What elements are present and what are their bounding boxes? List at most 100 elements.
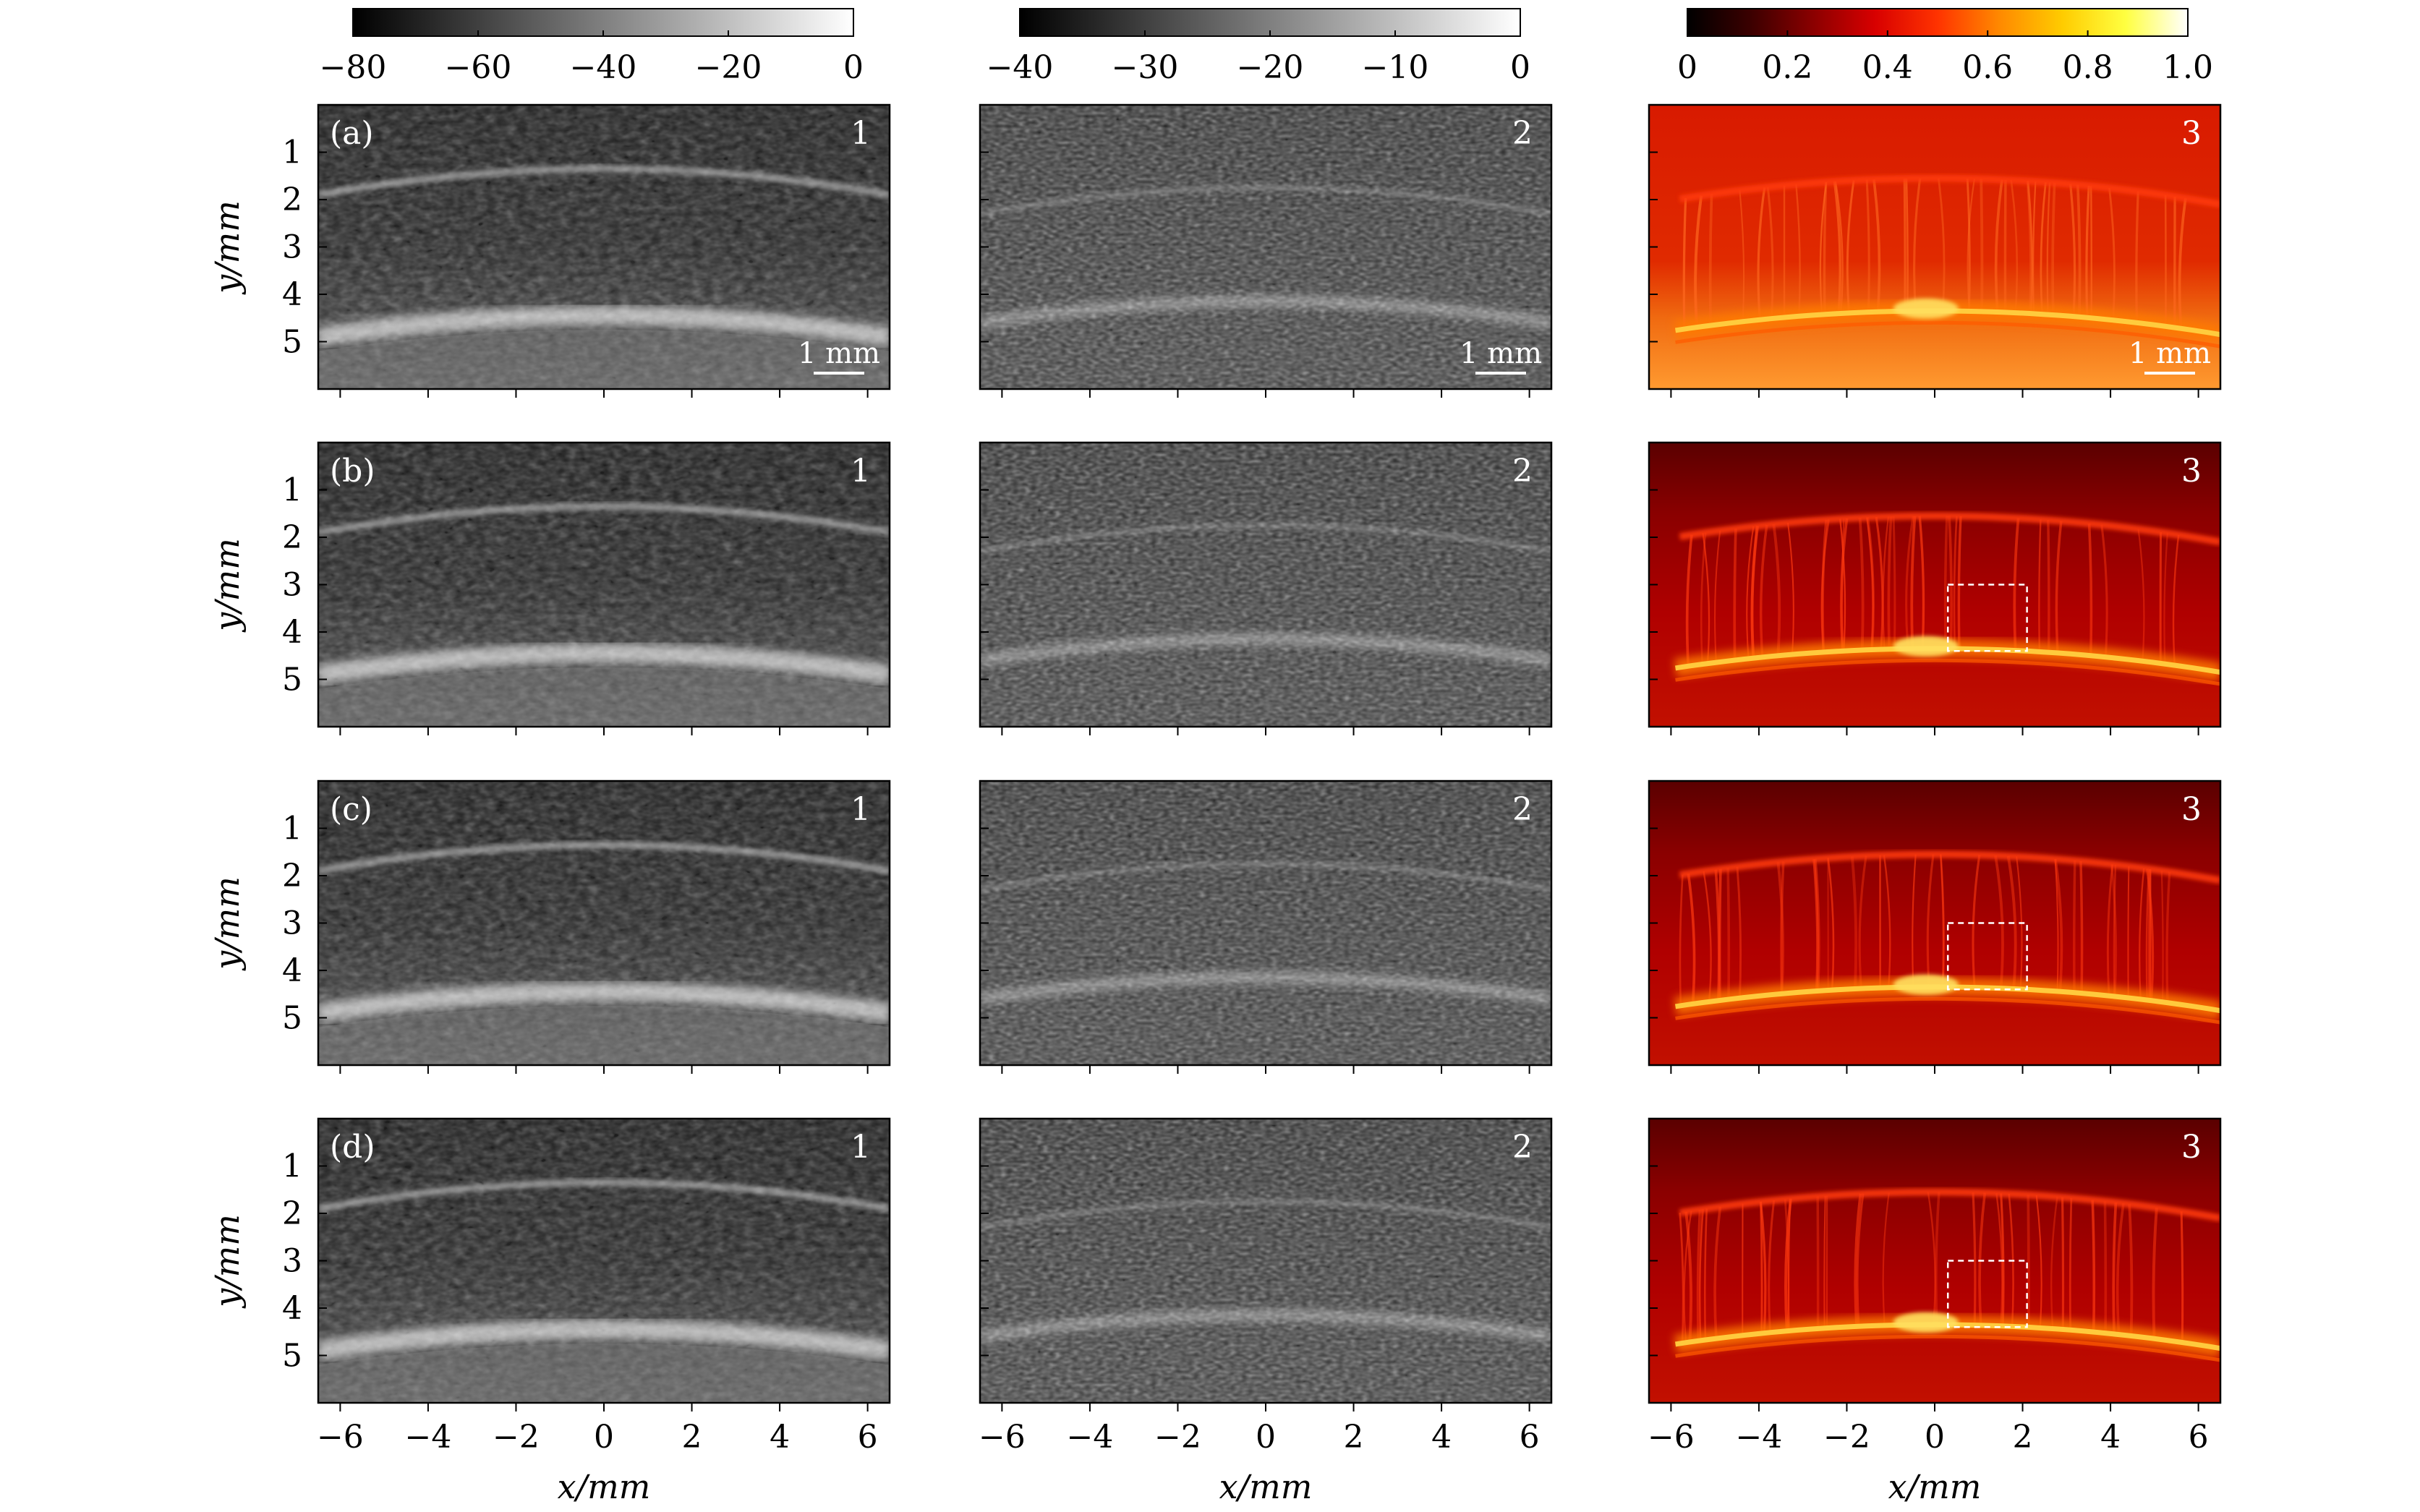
colorbar-tick-label: 0.6 [1962, 49, 2013, 86]
panel-image [980, 443, 1551, 727]
y-axis-label: y/mm [208, 876, 247, 971]
panel-image [1649, 443, 2220, 727]
x-tick-label: −6 [979, 1419, 1026, 1456]
x-axis-label: x/mm [1888, 1467, 1982, 1506]
panel-a-2: 2 1 mm [979, 103, 1553, 398]
column-label: 2 [1512, 453, 1533, 490]
panel-image [318, 1119, 890, 1403]
y-tick-label: 4 [282, 1290, 302, 1327]
y-tick-label: 5 [282, 662, 302, 699]
colorbar-tick-label: 1.0 [2163, 49, 2213, 86]
column-label: 2 [1512, 115, 1533, 152]
scale-bar-label: 1 mm [798, 337, 880, 370]
y-tick-label: 1 [282, 134, 302, 171]
colorbar-tick-label: −60 [445, 49, 512, 86]
x-tick-label: −4 [1735, 1419, 1782, 1456]
row-label: (c) [330, 791, 372, 828]
x-tick-label: 4 [770, 1419, 790, 1456]
colorbar-tick-label: 0.8 [2063, 49, 2113, 86]
column-label: 3 [2181, 115, 2202, 152]
colorbar-3: 0 0.2 0.4 0.6 0.8 1.0 [1677, 8, 2213, 86]
x-tick-label: −6 [1648, 1419, 1695, 1456]
x-tick-label: −4 [404, 1419, 451, 1456]
x-tick-label: 0 [1256, 1419, 1276, 1456]
panel-b-3: 3 [1648, 441, 2222, 735]
row-label: (a) [330, 115, 374, 152]
y-axis-label: y/mm [208, 200, 247, 295]
column-label: 1 [851, 1129, 871, 1166]
y-tick-label: 3 [282, 905, 302, 942]
column-label: 2 [1512, 1129, 1533, 1166]
column-label: 3 [2181, 1129, 2202, 1166]
x-tick-label: 4 [1431, 1419, 1452, 1456]
x-tick-label: 4 [2100, 1419, 2121, 1456]
colorbar-tick-label: −10 [1362, 49, 1429, 86]
y-tick-label: 4 [282, 614, 302, 651]
roi-box [1946, 1260, 2028, 1328]
panel-image [318, 443, 890, 727]
x-tick-label: −2 [1154, 1419, 1201, 1456]
panel-image [1649, 105, 2220, 389]
panel-b-2: 2 [979, 441, 1553, 735]
column-label: 1 [851, 115, 871, 152]
x-tick-label: −2 [1823, 1419, 1870, 1456]
y-axis-label: y/mm [208, 538, 247, 633]
panel-image [318, 781, 890, 1065]
x-axis-label: x/mm [1219, 1467, 1313, 1506]
x-tick-label: 6 [858, 1419, 878, 1456]
y-tick-label: 1 [282, 1148, 302, 1185]
y-axis-label: y/mm [208, 1214, 247, 1309]
colorbar-2: −40 −30 −20 −10 0 [987, 8, 1530, 86]
y-tick-label: 2 [282, 1195, 302, 1232]
panel-c-3: 3 [1648, 780, 2222, 1074]
colorbar-tick-label: −20 [695, 49, 762, 86]
axes-labels: x/mm x/mm x/mm [558, 1467, 1982, 1506]
y-tick-label: 3 [282, 229, 302, 266]
panel-image [1649, 1119, 2220, 1403]
colorbar-group: −80 −60 −40 −20 0 −40 −30 −20 −10 0 0 0.2 0.4 0.6 0.8 1… [320, 8, 2213, 86]
x-tick-label: −4 [1066, 1419, 1113, 1456]
colorbar-1: −80 −60 −40 −20 0 [320, 8, 864, 86]
x-axis-label: x/mm [558, 1467, 651, 1506]
y-tick-label: 2 [282, 181, 302, 218]
x-tick-label: 2 [682, 1419, 702, 1456]
colorbar-tick-label: −30 [1112, 49, 1179, 86]
colorbar-tick-label: 0.2 [1762, 49, 1812, 86]
colorbar-tick-label: 0 [1510, 49, 1530, 86]
row-label: (d) [330, 1129, 375, 1166]
y-tick-label: 4 [282, 276, 302, 313]
panel-d-3: 3 −6 −4 −2 0 2 4 6 [1648, 1117, 2222, 1456]
x-tick-label: 0 [1925, 1419, 1945, 1456]
panel-grid: 1 (a) 1 mm 1 2 3 4 5 y/mm 2 1 mm 3 1 mm 1 (b) 1 2 3 4 5 y/mm… [208, 103, 2222, 1456]
y-tick-label: 1 [282, 811, 302, 847]
y-tick-label: 2 [282, 858, 302, 894]
y-tick-label: 5 [282, 324, 302, 361]
row-label: (b) [330, 453, 375, 490]
panel-c-1: 1 (c) 1 2 3 4 5 y/mm [208, 780, 891, 1074]
column-label: 2 [1512, 791, 1533, 828]
x-tick-label: 6 [1520, 1419, 1540, 1456]
panel-d-2: 2 −6 −4 −2 0 2 4 6 [979, 1117, 1553, 1456]
y-tick-label: 1 [282, 472, 302, 509]
panel-c-2: 2 [979, 780, 1553, 1074]
colorbar-tick-label: −40 [570, 49, 637, 86]
column-label: 3 [2181, 453, 2202, 490]
panel-image [980, 105, 1551, 389]
y-tick-label: 5 [282, 1338, 302, 1375]
x-tick-label: 2 [1344, 1419, 1364, 1456]
x-tick-label: 2 [2013, 1419, 2033, 1456]
column-label: 1 [851, 791, 871, 828]
colorbar-tick-label: −40 [987, 49, 1054, 86]
panel-image [980, 781, 1551, 1065]
colorbar-tick-label: 0 [1677, 49, 1697, 86]
roi-box [1946, 922, 2028, 991]
panel-a-1: 1 (a) 1 mm 1 2 3 4 5 y/mm [208, 103, 891, 398]
y-tick-label: 2 [282, 519, 302, 556]
y-tick-label: 5 [282, 1000, 302, 1037]
x-tick-label: 0 [594, 1419, 614, 1456]
colorbar-tick-label: 0.4 [1862, 49, 1913, 86]
colorbar-tick-label: −20 [1237, 49, 1304, 86]
y-tick-label: 4 [282, 952, 302, 989]
y-tick-label: 3 [282, 1243, 302, 1280]
colorbar-gradient [1687, 8, 2189, 37]
